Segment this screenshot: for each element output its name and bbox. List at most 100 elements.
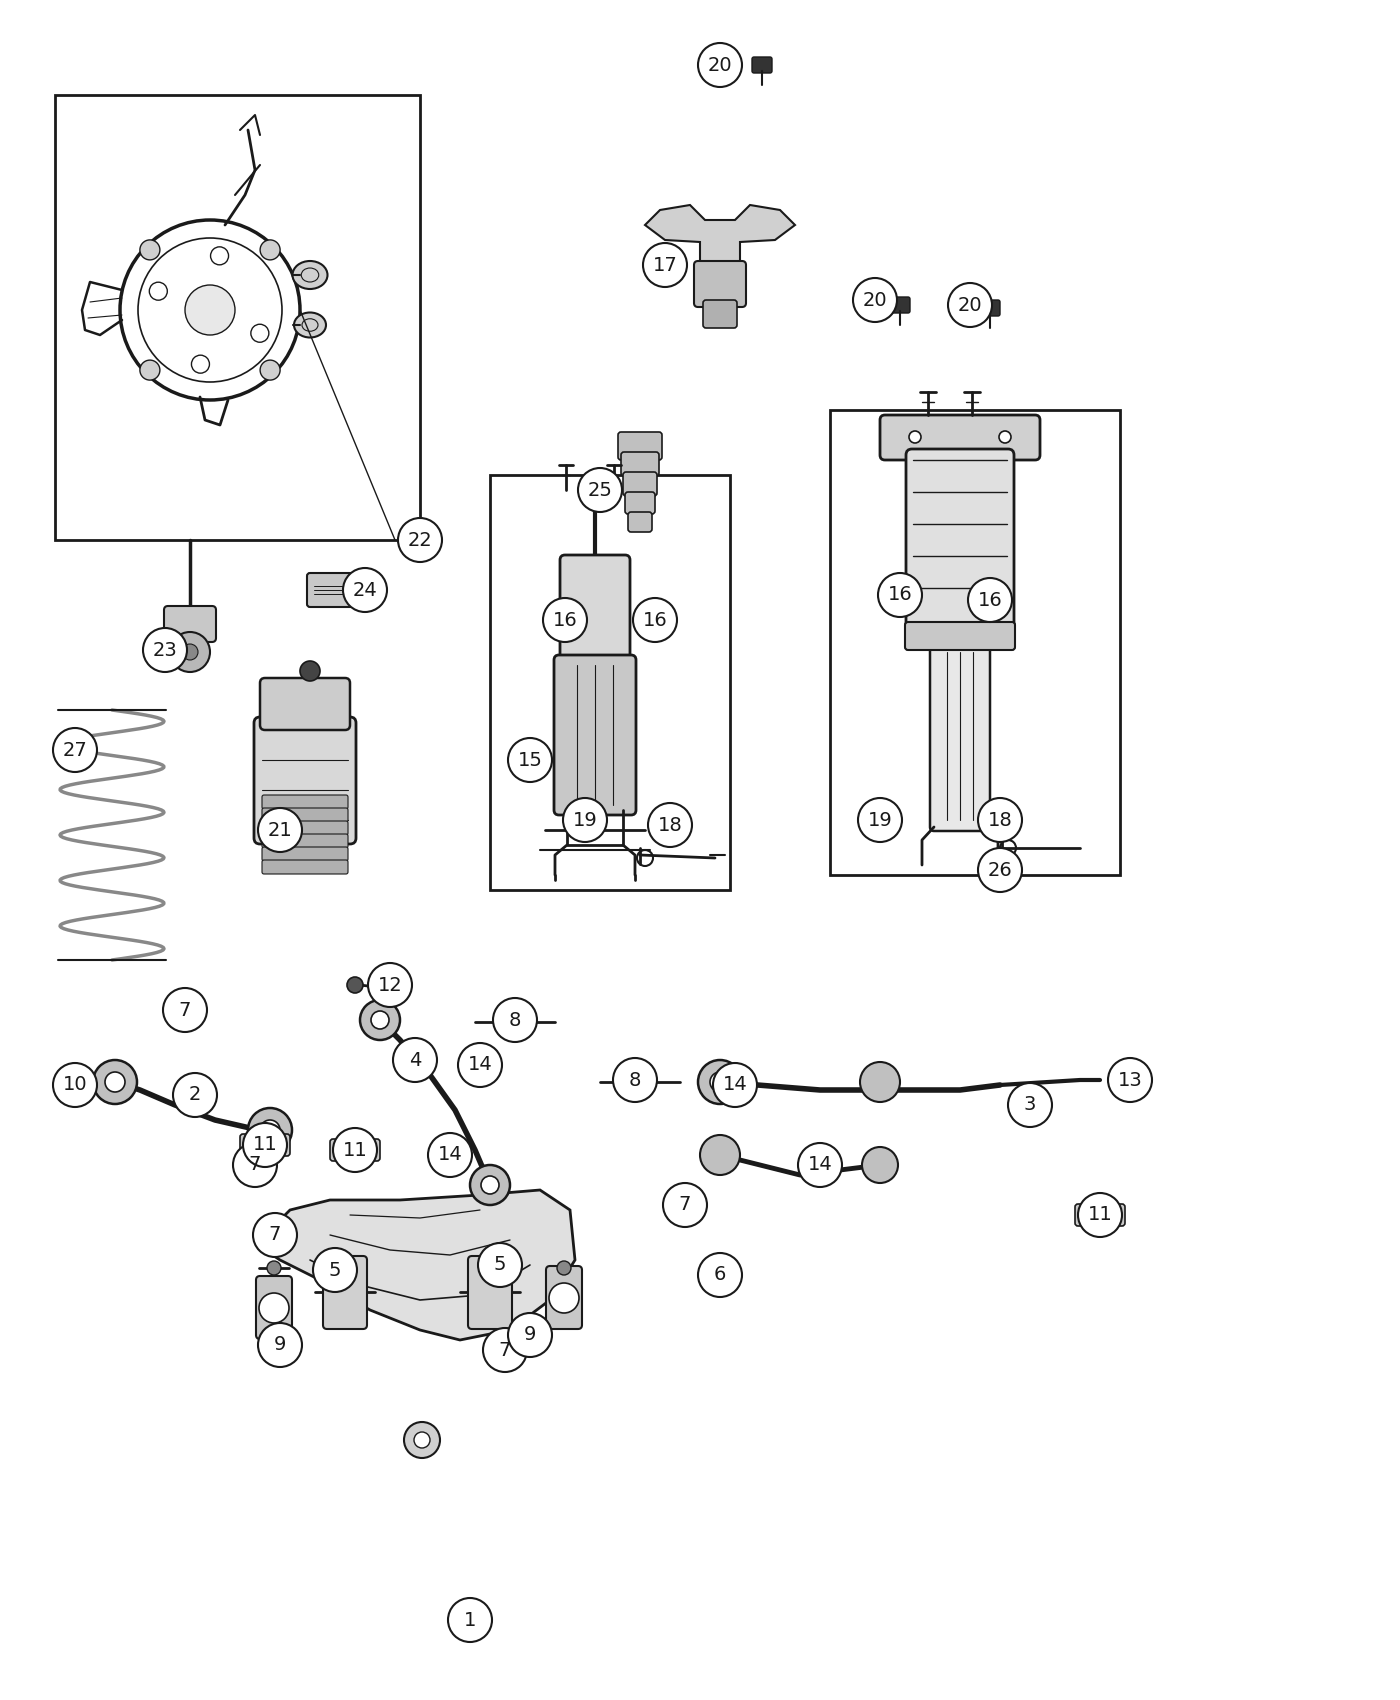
Text: 9: 9 — [524, 1326, 536, 1345]
FancyBboxPatch shape — [164, 605, 216, 643]
Circle shape — [448, 1598, 491, 1642]
Circle shape — [347, 977, 363, 993]
Text: 14: 14 — [438, 1146, 462, 1165]
Circle shape — [251, 325, 269, 342]
FancyBboxPatch shape — [890, 298, 910, 313]
FancyBboxPatch shape — [323, 1256, 367, 1329]
Circle shape — [143, 627, 188, 672]
Circle shape — [699, 1061, 742, 1103]
Circle shape — [798, 1142, 841, 1187]
Text: 8: 8 — [629, 1071, 641, 1090]
Circle shape — [368, 962, 412, 1006]
Text: 7: 7 — [498, 1341, 511, 1360]
Circle shape — [483, 1328, 526, 1372]
Circle shape — [482, 1176, 498, 1193]
Text: 27: 27 — [63, 741, 87, 760]
Text: 16: 16 — [888, 585, 913, 605]
Circle shape — [508, 738, 552, 782]
Circle shape — [182, 644, 197, 660]
Circle shape — [860, 1062, 900, 1102]
Circle shape — [398, 518, 442, 563]
Text: 14: 14 — [808, 1156, 833, 1175]
FancyBboxPatch shape — [881, 415, 1040, 461]
Circle shape — [162, 988, 207, 1032]
FancyBboxPatch shape — [262, 821, 349, 835]
Circle shape — [549, 1284, 580, 1312]
Circle shape — [248, 1108, 293, 1153]
FancyBboxPatch shape — [239, 1134, 290, 1156]
Circle shape — [458, 1044, 503, 1086]
Text: 20: 20 — [862, 291, 888, 309]
Circle shape — [176, 1001, 195, 1018]
Circle shape — [260, 240, 280, 260]
Circle shape — [140, 360, 160, 381]
Circle shape — [858, 797, 902, 842]
Circle shape — [508, 1312, 552, 1357]
FancyBboxPatch shape — [262, 808, 349, 823]
Circle shape — [232, 1142, 277, 1187]
Bar — [830, 410, 1120, 876]
FancyBboxPatch shape — [629, 512, 652, 532]
FancyBboxPatch shape — [904, 622, 1015, 649]
Circle shape — [444, 1149, 456, 1161]
Circle shape — [475, 1059, 486, 1071]
Circle shape — [260, 360, 280, 381]
Circle shape — [578, 468, 622, 512]
Text: 3: 3 — [1023, 1095, 1036, 1115]
Circle shape — [435, 1141, 463, 1170]
Text: 1: 1 — [463, 1610, 476, 1630]
FancyBboxPatch shape — [262, 796, 349, 809]
Circle shape — [813, 1159, 826, 1171]
Circle shape — [53, 1062, 97, 1107]
Circle shape — [210, 246, 228, 265]
Text: 2: 2 — [189, 1086, 202, 1105]
Circle shape — [477, 1243, 522, 1287]
Circle shape — [192, 355, 210, 374]
Circle shape — [648, 802, 692, 847]
Circle shape — [909, 432, 921, 444]
FancyBboxPatch shape — [703, 299, 736, 328]
Circle shape — [979, 848, 1022, 892]
Text: 11: 11 — [252, 1136, 277, 1154]
Text: 21: 21 — [267, 821, 293, 840]
FancyBboxPatch shape — [980, 299, 1000, 316]
Circle shape — [244, 1124, 287, 1166]
Circle shape — [563, 797, 608, 842]
FancyBboxPatch shape — [260, 678, 350, 729]
Circle shape — [1008, 1083, 1051, 1127]
Circle shape — [699, 42, 742, 87]
Circle shape — [493, 998, 538, 1042]
Text: 8: 8 — [508, 1010, 521, 1030]
Text: 14: 14 — [468, 1056, 493, 1074]
Text: 19: 19 — [573, 811, 598, 830]
FancyBboxPatch shape — [930, 643, 990, 831]
FancyBboxPatch shape — [617, 432, 662, 461]
Text: 7: 7 — [679, 1195, 692, 1214]
Text: 4: 4 — [409, 1051, 421, 1069]
Circle shape — [169, 632, 210, 672]
Circle shape — [862, 1148, 897, 1183]
Circle shape — [979, 797, 1022, 842]
Circle shape — [676, 1197, 694, 1214]
Text: 20: 20 — [958, 296, 983, 314]
Text: 24: 24 — [353, 580, 378, 600]
Circle shape — [92, 1061, 137, 1103]
Polygon shape — [645, 206, 795, 265]
Text: 18: 18 — [987, 811, 1012, 830]
Circle shape — [53, 728, 97, 772]
Text: 20: 20 — [707, 56, 732, 75]
Ellipse shape — [293, 262, 328, 289]
Circle shape — [246, 1156, 265, 1175]
Text: 9: 9 — [274, 1336, 286, 1355]
Text: 19: 19 — [868, 811, 892, 830]
Circle shape — [633, 598, 678, 643]
Circle shape — [414, 1431, 430, 1448]
Circle shape — [174, 1073, 217, 1117]
Circle shape — [948, 282, 993, 326]
FancyBboxPatch shape — [694, 262, 746, 308]
FancyBboxPatch shape — [546, 1266, 582, 1329]
Circle shape — [967, 578, 1012, 622]
Circle shape — [267, 1261, 281, 1275]
Circle shape — [405, 1421, 440, 1459]
Text: 18: 18 — [658, 816, 682, 835]
